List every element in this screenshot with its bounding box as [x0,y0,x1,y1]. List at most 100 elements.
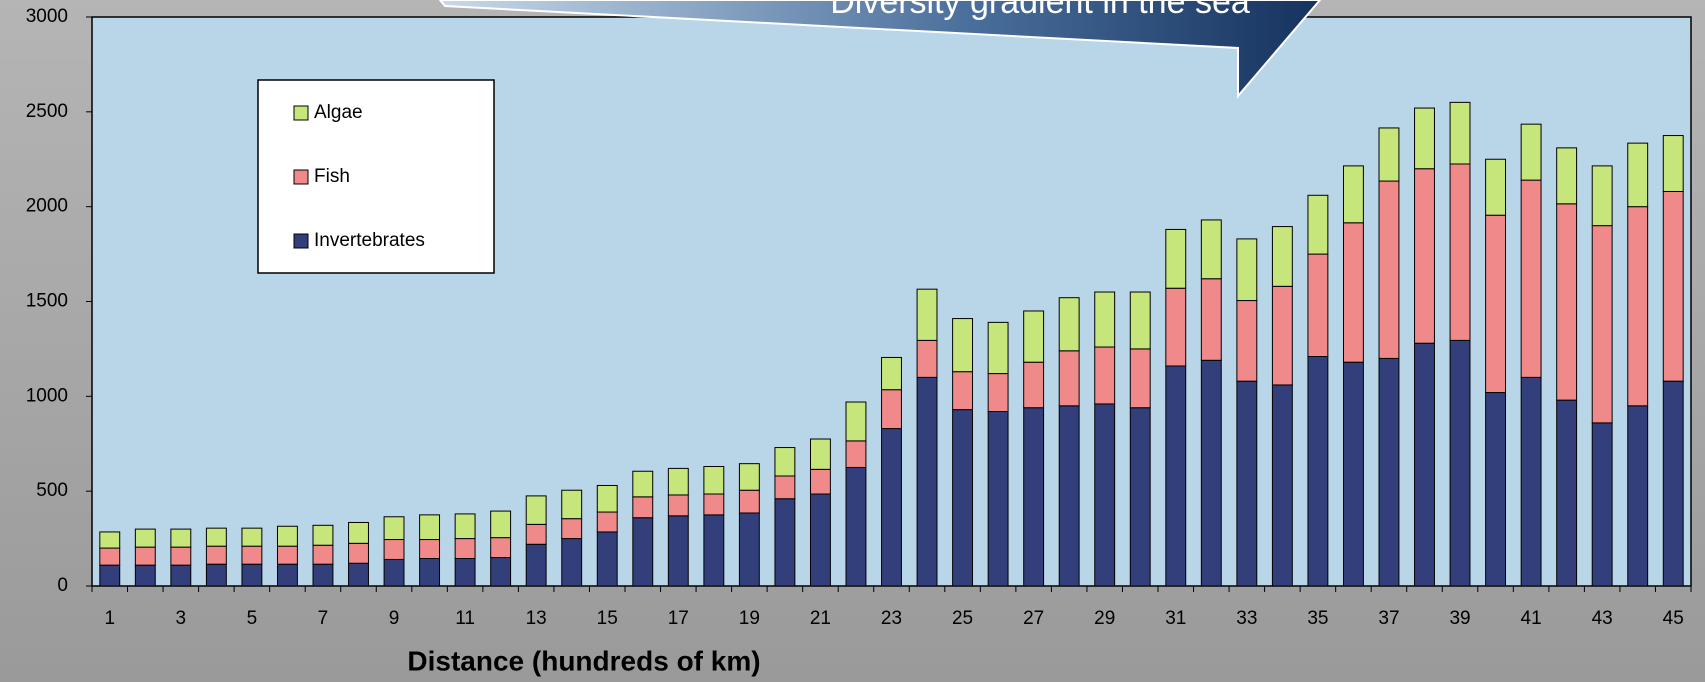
bar-segment [1342,165,1364,224]
legend-swatch [293,105,309,121]
bar-segment [419,514,441,541]
y-tick-label: 1500 [26,291,68,312]
x-tick-label: 43 [1592,608,1613,629]
x-tick-label: 5 [247,608,258,629]
bar-segment [703,493,725,516]
bar-segment [1165,228,1187,289]
bar-segment [1591,165,1613,227]
bar-segment [1378,357,1400,587]
bar-segment [1591,225,1613,424]
bar-segment [1200,278,1222,361]
bar-segment [596,531,618,587]
bar-segment [419,557,441,587]
bar-segment [454,513,476,540]
bar-segment [916,376,938,587]
x-tick-label: 45 [1663,608,1684,629]
bar-segment [1662,135,1684,192]
bar-segment [1414,107,1435,170]
bar-segment [1307,253,1329,358]
x-tick-label: 7 [318,608,329,629]
bar-segment [1485,392,1507,587]
x-tick-label: 37 [1378,608,1399,629]
bar-segment [1485,214,1507,394]
bar-segment [170,546,192,566]
bar-segment [774,447,796,477]
y-tick-label: 3000 [26,6,68,27]
bar-segment [205,527,227,547]
bar-segment [312,544,334,565]
bar-segment [383,558,405,587]
bar-segment [1627,206,1649,407]
x-tick-label: 35 [1307,608,1328,629]
y-tick-label: 2000 [26,196,68,217]
x-tick-label: 19 [739,608,760,629]
bar-segment [952,318,974,373]
bar-segment [1094,403,1116,587]
bar-segment [490,510,512,539]
bar-segment [1307,194,1329,255]
x-tick-label: 25 [952,608,973,629]
bar-segment [1449,163,1471,341]
bar-segment [1591,422,1613,587]
bar-segment [1556,147,1578,205]
bar-segment [1023,361,1045,409]
bar-segment [774,475,796,500]
bar-segment [419,539,441,559]
bar-segment [348,542,369,564]
bar-segment [916,288,938,341]
bar-segment [241,563,263,587]
legend-label: Fish [314,166,350,187]
bar-segment [809,493,831,587]
bar-segment [1058,297,1080,352]
bar-segment [1520,376,1542,587]
legend-label: Algae [314,102,363,123]
bar-segment [1023,310,1045,363]
bar-segment [525,543,547,587]
x-tick-label: 23 [881,608,902,629]
y-tick-label: 500 [36,480,68,501]
x-tick-label: 1 [104,608,115,629]
bar-segment [1662,190,1684,382]
bar-segment [525,495,547,525]
bar-segment [241,545,263,565]
bar-segment [525,523,547,545]
bar-segment [99,547,121,566]
bar-segment [632,517,654,587]
bar-segment [1165,287,1187,367]
bar-segment [1378,180,1400,359]
x-tick-label: 9 [389,608,400,629]
bar-segment [1236,380,1258,587]
bar-segment [1520,179,1542,378]
bar-segment [134,546,156,566]
x-tick-label: 11 [455,608,475,629]
bar-segment [205,563,227,587]
x-tick-label: 33 [1236,608,1257,629]
bar-segment [1271,384,1293,587]
bar-segment [952,409,974,587]
x-tick-label: 27 [1023,608,1044,629]
bar-segment [738,512,760,587]
bar-segment [170,564,192,587]
bar-segment [312,524,334,546]
y-tick-label: 0 [57,575,68,596]
bar-segment [1094,291,1116,348]
legend-swatch [293,233,309,249]
bar-segment [1556,203,1578,401]
bar-segment [1023,407,1045,587]
bar-segment [1485,158,1507,216]
bar-segment [1236,300,1258,382]
bar-segment [561,518,583,540]
bar-segment [1342,361,1364,587]
callout [438,0,1322,99]
bar-segment [1662,380,1684,587]
bar-segment [738,489,760,514]
x-tick-label: 31 [1165,608,1186,629]
bar-segment [276,525,298,547]
bar-segment [1378,127,1400,182]
x-tick-label: 41 [1521,608,1542,629]
bar-segment [738,463,760,491]
bar-segment [348,562,369,587]
bar-segment [170,528,192,548]
bar-segment [490,537,512,559]
